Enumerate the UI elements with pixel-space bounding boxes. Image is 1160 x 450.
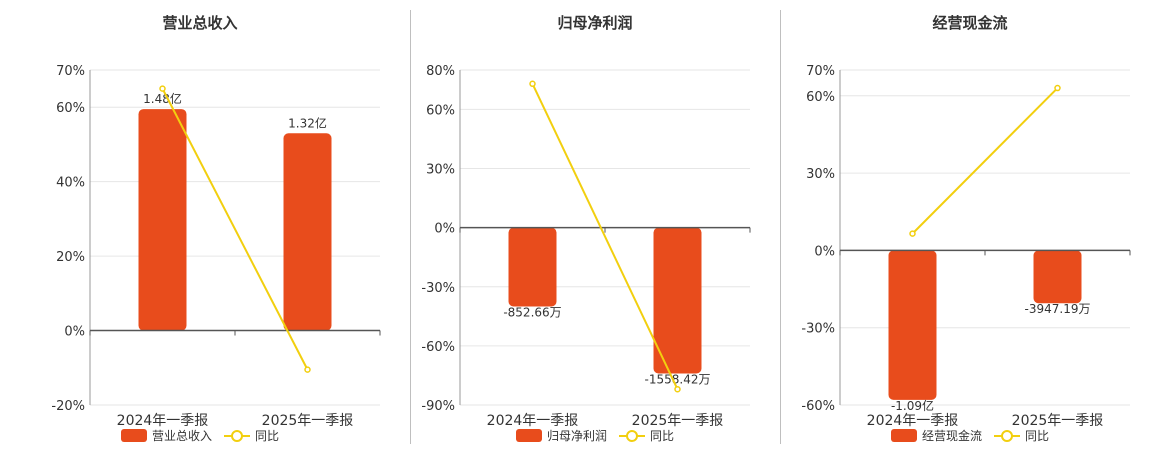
legend-label-bar: 营业总收入 [151, 429, 212, 443]
line-point [909, 230, 916, 237]
chart-title: 归母净利润 [557, 14, 633, 32]
series-line-yoy [911, 87, 1059, 235]
bar [888, 250, 937, 400]
bar [1033, 250, 1082, 304]
chart-svg: -60% -30% 0% 30% 60% 70% -1.09亿 -3947.19万 2024年一… [801, 64, 1131, 429]
y-tick-label: -90% [421, 399, 455, 414]
legend: 营业总收入 同比 [0, 427, 400, 444]
chart-panel-cash-flow: 经营现金流 -60% -30% 0% 30% 60% 70% -1.09亿 -3947.19万… [780, 0, 1160, 450]
legend-line-swatch [224, 429, 250, 442]
y-tick-label: -30% [421, 281, 455, 296]
chart-svg: -90% -60% -30% 0% 30% 60% 80% -852.66万 -1558.42万… [421, 64, 751, 429]
y-tick-label: 0% [64, 325, 85, 340]
y-tick-label: 0% [814, 244, 835, 259]
x-tick-label: 2024年一季报 [867, 413, 959, 429]
x-tick-label: 2025年一季报 [632, 413, 724, 429]
bar [653, 227, 702, 374]
bar-value-label: -1558.42万 [645, 372, 711, 386]
y-tick-label: 60% [426, 103, 455, 118]
y-tick-label: -30% [801, 322, 835, 337]
legend-bar-swatch [120, 429, 147, 442]
y-tick-label: 70% [806, 64, 835, 79]
legend-label-bar: 归母净利润 [546, 429, 607, 443]
bar-value-label: 1.32亿 [288, 115, 327, 130]
line-point [529, 80, 536, 88]
bar [508, 227, 557, 307]
x-tick-label: 2024年一季报 [117, 413, 209, 429]
y-tick-label: 70% [56, 64, 85, 79]
y-tick-label: 60% [56, 101, 85, 116]
y-tick-label: 30% [426, 163, 455, 178]
bar [138, 109, 187, 331]
legend-bar-swatch [515, 429, 542, 442]
bar-value-label: -3947.19万 [1025, 302, 1091, 316]
legend-label-line: 同比 [1025, 429, 1050, 443]
bar-value-label: 1.48亿 [143, 91, 182, 106]
bar-value-label: -852.66万 [503, 305, 561, 319]
divider [410, 10, 411, 444]
y-tick-label: 30% [806, 167, 835, 182]
x-tick-label: 2025年一季报 [262, 413, 354, 429]
chart-title: 营业总收入 [162, 14, 238, 32]
legend: 归母净利润 同比 [410, 427, 780, 444]
bar [283, 133, 332, 331]
legend-line-swatch [994, 429, 1020, 442]
y-tick-label: 0% [434, 222, 455, 237]
y-tick-label: 80% [426, 64, 455, 79]
legend-line-swatch [619, 429, 645, 442]
legend-bar-swatch [890, 429, 917, 442]
line-point [674, 385, 681, 393]
divider [780, 10, 781, 444]
bar-value-label: -1.09亿 [891, 398, 934, 413]
legend-label-line: 同比 [650, 429, 675, 443]
series-line-yoy [531, 83, 679, 390]
series-line-yoy [161, 88, 309, 371]
y-tick-label: 20% [56, 250, 85, 265]
legend-label-bar: 经营现金流 [921, 429, 982, 443]
chart-panel-revenue: 营业总收入 -20% 0% 20% 40% 60% 70% 1.48亿 1.32亿 2024年一… [0, 0, 400, 450]
x-tick-label: 2025年一季报 [1012, 413, 1104, 429]
legend: 经营现金流 同比 [780, 427, 1160, 444]
line-point [159, 85, 166, 92]
y-tick-label: 40% [56, 176, 85, 191]
y-tick-label: -60% [421, 340, 455, 355]
chart-panel-net-profit: 归母净利润 -90% -60% -30% 0% 30% 60% 80% -852.66万 -15… [410, 0, 780, 450]
line-point [304, 366, 311, 373]
chart-title: 经营现金流 [932, 14, 1008, 32]
chart-svg: -20% 0% 20% 40% 60% 70% 1.48亿 1.32亿 2024年一季报 2025… [51, 64, 381, 429]
line-point [1054, 84, 1061, 92]
legend-label-line: 同比 [255, 429, 280, 443]
y-tick-label: -60% [801, 399, 835, 414]
y-tick-label: 60% [806, 90, 835, 105]
y-tick-label: -20% [51, 399, 85, 414]
x-tick-label: 2024年一季报 [487, 413, 579, 429]
